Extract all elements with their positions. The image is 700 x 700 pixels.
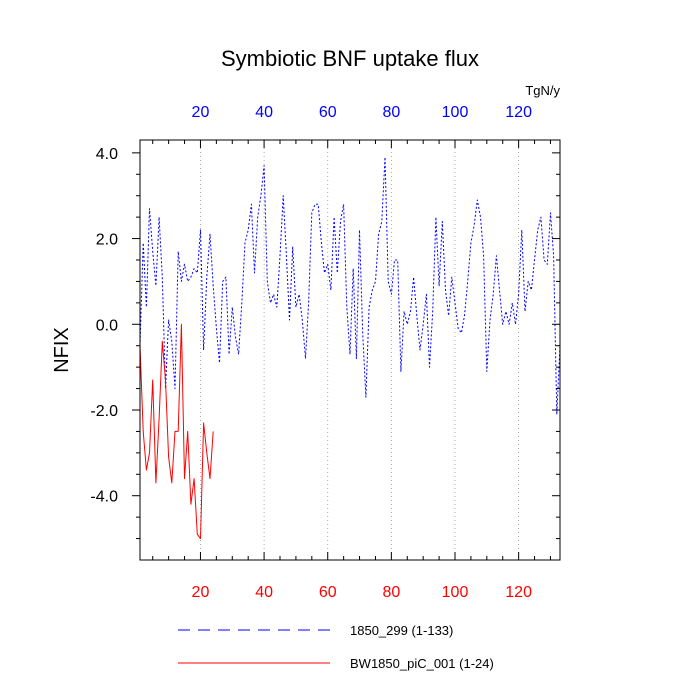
units-label: TgN/y (525, 83, 560, 98)
x-tick-label-bottom: 20 (192, 584, 210, 601)
x-tick-label-top: 20 (192, 104, 210, 121)
y-tick-label: 4.0 (96, 146, 118, 163)
plot-frame (139, 139, 561, 561)
y-tick-label: 0.0 (96, 317, 118, 334)
y-tick-labels: 4.0 2.0 0.0 -2.0 -4.0 (90, 146, 118, 506)
x-tick-label-top: 120 (505, 104, 532, 121)
x-tick-label-top: 60 (319, 104, 337, 121)
x-tick-label-bottom: 80 (382, 584, 400, 601)
series-line-1850 (139, 156, 561, 415)
y-axis-label: NFIX (51, 327, 73, 373)
x-tick-label-top: 40 (255, 104, 273, 121)
legend: 1850_299 (1-133) BW1850_piC_001 (1-24) (178, 623, 494, 671)
x-tick-labels-top: 20 40 60 80 100 120 (192, 104, 533, 121)
x-tick-label-top: 100 (442, 104, 469, 121)
x-tick-label-bottom: 120 (505, 584, 532, 601)
x-tick-label-top: 80 (382, 104, 400, 121)
grid-lines (200, 140, 520, 560)
x-tick-label-bottom: 40 (255, 584, 273, 601)
series-line-bw1850 (139, 323, 214, 540)
x-tick-label-bottom: 100 (442, 584, 469, 601)
y-tick-label: -4.0 (90, 489, 118, 506)
y-tick-label: -2.0 (90, 403, 118, 420)
series-lines (139, 156, 561, 540)
legend-label-bw1850: BW1850_piC_001 (1-24) (350, 656, 494, 671)
x-tick-label-bottom: 60 (319, 584, 337, 601)
axis-ticks (132, 140, 560, 560)
y-tick-label: 2.0 (96, 232, 118, 249)
chart-title: Symbiotic BNF uptake flux (221, 46, 479, 71)
x-tick-labels-bottom: 20 40 60 80 100 120 (192, 584, 533, 601)
legend-label-1850: 1850_299 (1-133) (350, 623, 453, 638)
